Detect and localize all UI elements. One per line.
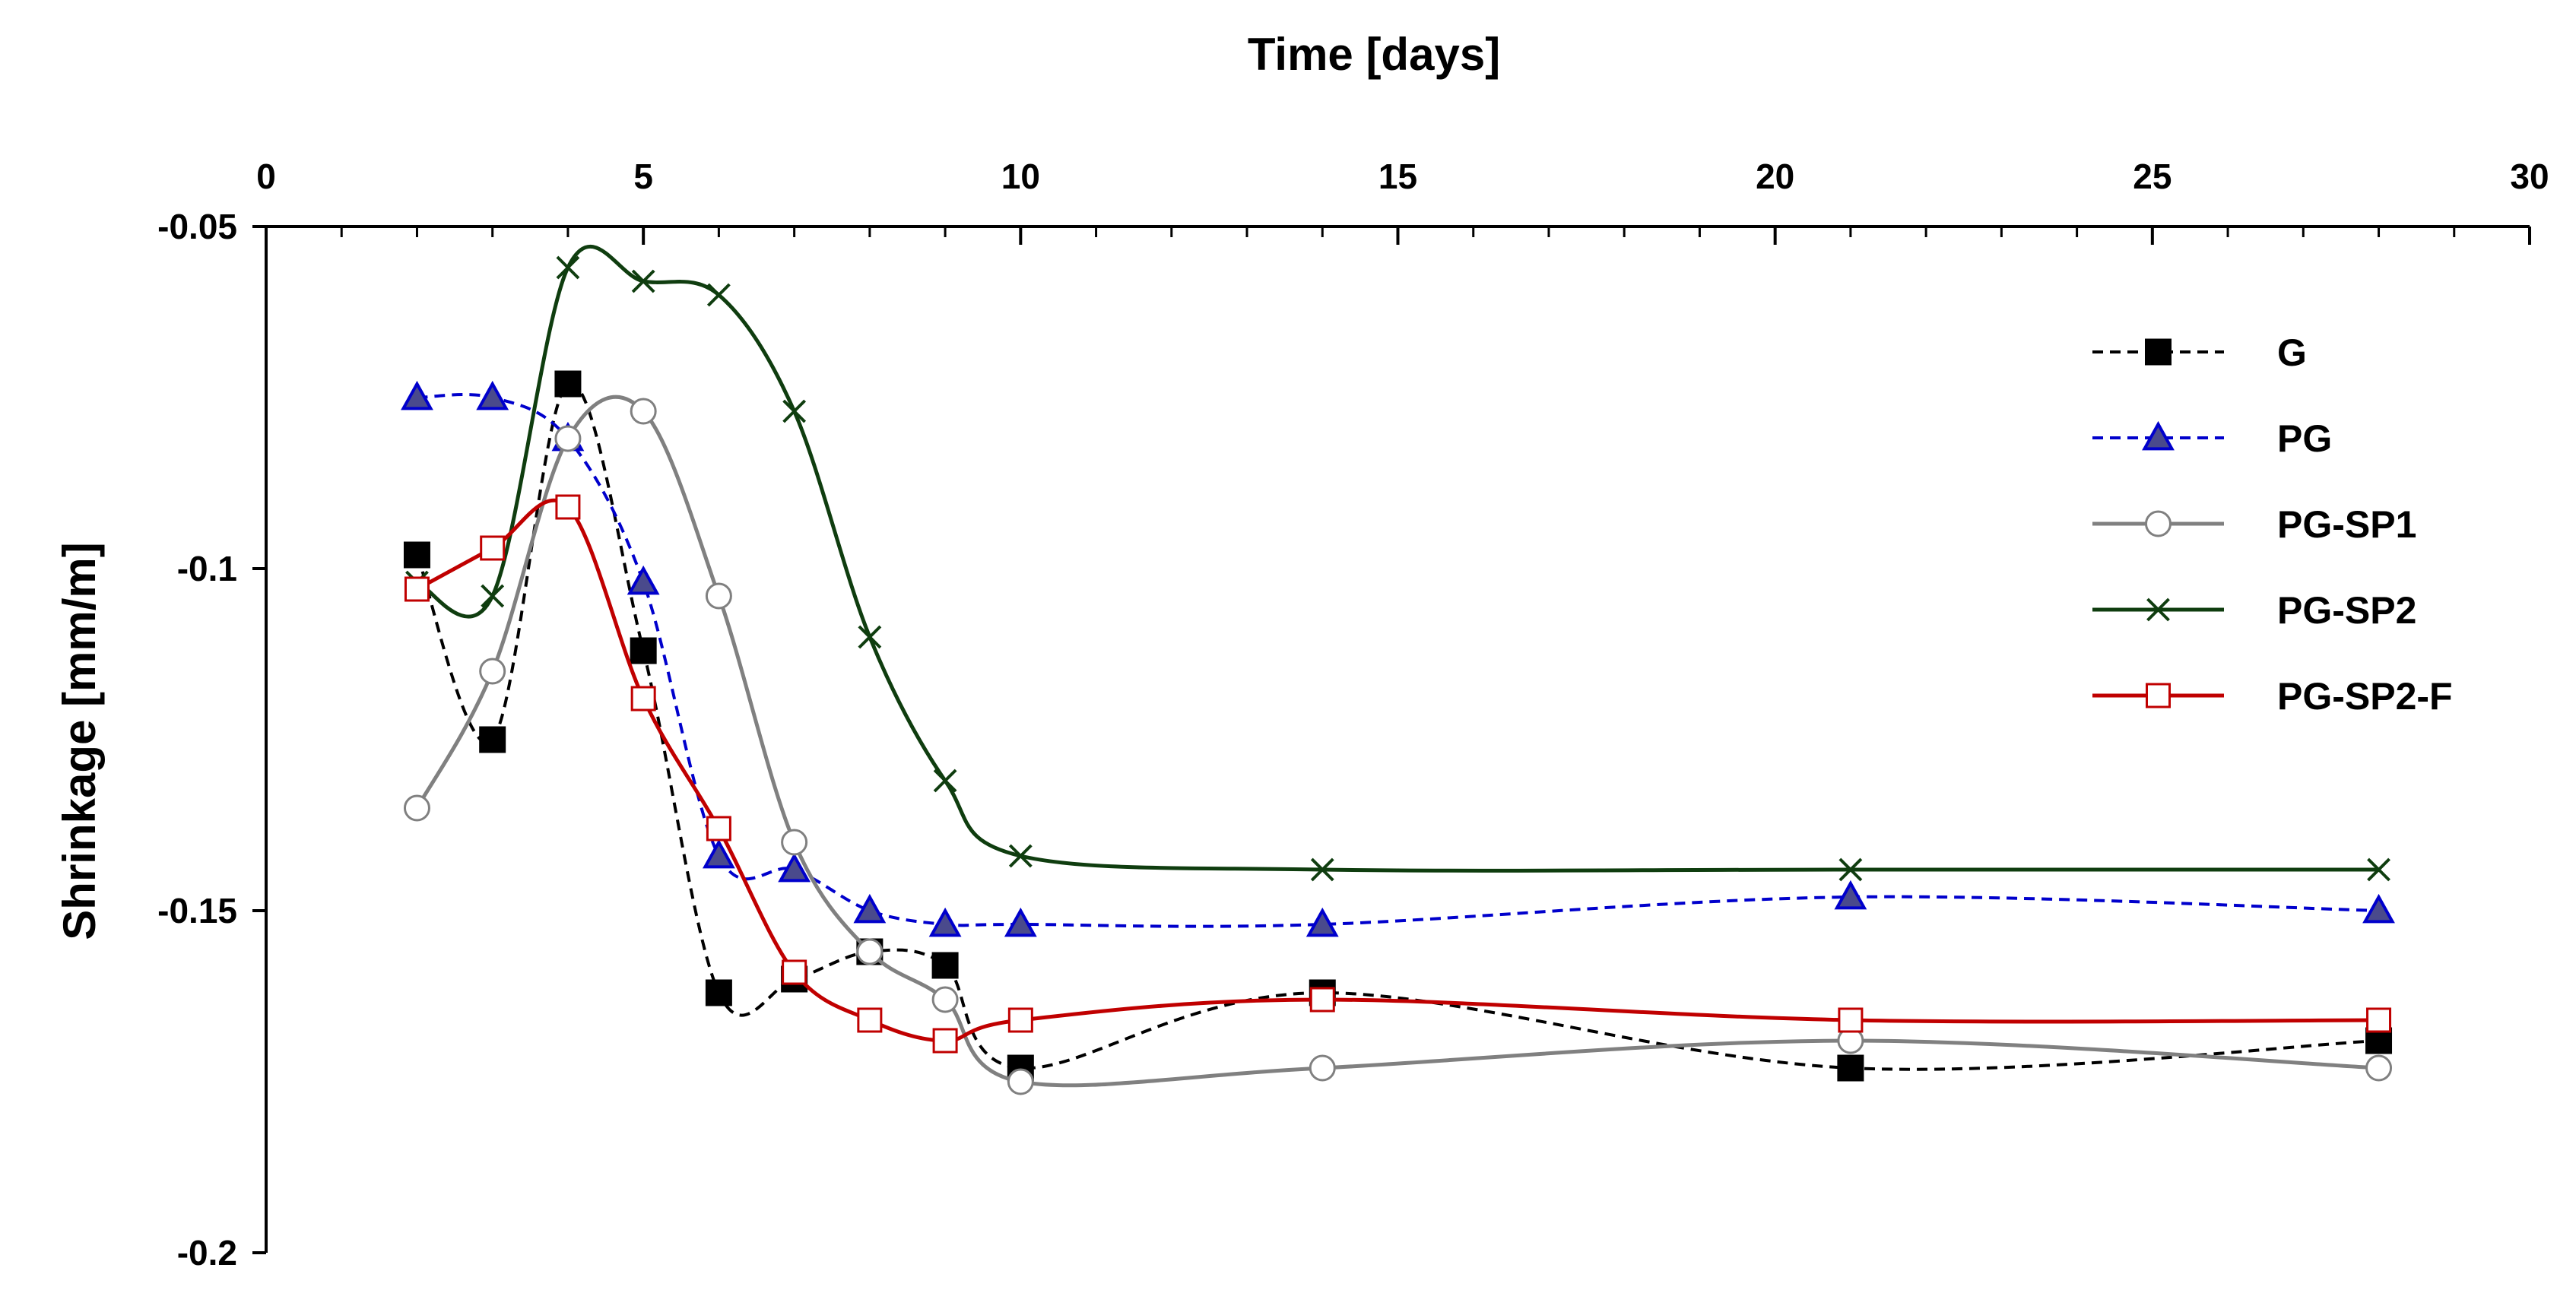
legend-marker-pg xyxy=(2142,420,2175,451)
series-pg-sp1 xyxy=(403,395,2393,1095)
x-tick-label: 10 xyxy=(1001,157,1040,196)
data-point-pg-sp1 xyxy=(705,582,732,610)
series-line-g xyxy=(415,381,2379,1071)
data-point-pg xyxy=(703,838,735,869)
legend-marker-pg-sp2 xyxy=(2146,597,2170,622)
data-point-pg-sp1 xyxy=(931,986,959,1013)
data-point-pg-sp2 xyxy=(556,255,580,280)
series-pg-sp2-f xyxy=(404,494,2392,1054)
data-point-pg-sp1 xyxy=(781,829,808,856)
data-point-pg-sp1 xyxy=(856,938,884,965)
data-point-pg-sp1 xyxy=(1007,1068,1034,1095)
data-point-g xyxy=(1837,1054,1864,1082)
legend-marker-pg-sp2-f xyxy=(2146,683,2171,708)
data-series xyxy=(401,245,2395,1095)
data-point-pg-sp2-f xyxy=(1309,987,1335,1013)
data-point-pg-sp2 xyxy=(933,769,957,793)
data-point-pg-sp2-f xyxy=(404,576,430,602)
x-tick-label: 0 xyxy=(256,157,276,196)
data-point-pg-sp2 xyxy=(706,283,731,307)
legend-label-pg-sp2: PG-SP2 xyxy=(2277,589,2416,632)
data-point-pg-sp2-f xyxy=(706,816,731,842)
x-tick-label: 30 xyxy=(2510,157,2549,196)
data-point-pg-sp1 xyxy=(2365,1054,2393,1082)
data-point-pg-sp1 xyxy=(479,658,506,685)
data-point-g xyxy=(705,979,732,1006)
legend-marker-g xyxy=(2145,338,2172,366)
data-point-pg xyxy=(1004,907,1037,937)
series-line-pg-sp2 xyxy=(416,245,2379,873)
data-point-g xyxy=(403,541,430,569)
data-point-pg-sp1 xyxy=(630,398,657,425)
data-point-pg-sp1 xyxy=(403,794,430,822)
data-point-pg xyxy=(627,565,660,595)
y-tick-label: -0.05 xyxy=(157,207,237,246)
series-line-pg-sp2-f xyxy=(416,498,2379,1043)
data-point-pg-sp2 xyxy=(782,399,807,423)
data-point-pg xyxy=(1305,907,1339,937)
y-tick-label: -0.15 xyxy=(157,891,237,930)
data-point-pg-sp2 xyxy=(1838,857,1863,882)
legend-entry-pg-sp2: PG-SP2 xyxy=(2092,589,2416,632)
legend-entry-pg-sp1: PG-SP1 xyxy=(2092,503,2416,546)
data-point-pg-sp2 xyxy=(1310,857,1334,882)
legend-entry-pg: PG xyxy=(2092,417,2332,460)
legend-label-g: G xyxy=(2277,331,2307,374)
data-point-pg-sp2 xyxy=(858,625,882,649)
data-point-pg xyxy=(476,380,509,410)
data-point-pg-sp2 xyxy=(1008,844,1033,868)
data-point-pg xyxy=(2362,893,2395,924)
x-tick-label: 25 xyxy=(2133,157,2172,196)
series-pg xyxy=(401,380,2395,937)
legend: G PG PG-SP1 PG-SP2 PG-SP2-F xyxy=(2092,331,2453,718)
data-point-pg-sp2-f xyxy=(630,686,656,712)
data-point-pg-sp2 xyxy=(631,269,655,293)
data-point-g xyxy=(630,637,657,664)
y-tick-label: -0.2 xyxy=(177,1233,237,1273)
legend-label-pg-sp1: PG-SP1 xyxy=(2277,503,2416,546)
legend-entry-g: G xyxy=(2092,331,2307,374)
legend-entry-pg-sp2-f: PG-SP2-F xyxy=(2092,675,2453,718)
legend-label-pg: PG xyxy=(2277,417,2332,460)
legend-label-pg-sp2-f: PG-SP2-F xyxy=(2277,675,2453,718)
axes: 0 5 10 15 20 25 30 -0.05 -0.1 -0.15 -0.2 xyxy=(157,157,2549,1273)
data-point-pg-sp2-f xyxy=(1838,1007,1864,1033)
data-point-g xyxy=(479,726,506,753)
y-axis-title: Shrinkage [mm/m] xyxy=(54,542,105,940)
legend-marker-pg-sp1 xyxy=(2145,510,2172,537)
y-tick-label: -0.1 xyxy=(177,549,237,588)
data-point-g xyxy=(554,370,582,398)
data-point-g xyxy=(931,952,959,979)
data-point-pg xyxy=(928,907,962,937)
data-point-pg xyxy=(853,893,887,924)
series-line-pg xyxy=(417,393,2379,928)
data-point-pg-sp1 xyxy=(554,425,582,452)
x-tick-label: 15 xyxy=(1378,157,1417,196)
data-point-pg-sp2-f xyxy=(857,1007,883,1033)
data-point-pg-sp2-f xyxy=(782,959,807,985)
x-tick-label: 20 xyxy=(1756,157,1794,196)
data-point-pg-sp2-f xyxy=(932,1028,958,1054)
data-point-pg-sp2-f xyxy=(555,494,581,520)
x-tick-label: 5 xyxy=(633,157,653,196)
x-axis-title: Time [days] xyxy=(1248,29,1500,80)
data-point-pg xyxy=(401,380,433,410)
data-point-pg xyxy=(1834,880,1867,910)
data-point-pg-sp1 xyxy=(1309,1054,1336,1082)
data-point-pg xyxy=(778,852,811,883)
data-point-pg-sp2-f xyxy=(1007,1007,1033,1033)
data-point-pg-sp2-f xyxy=(2366,1007,2392,1033)
data-point-pg-sp2-f xyxy=(480,535,506,561)
data-point-pg-sp2 xyxy=(481,584,505,608)
data-point-pg-sp2 xyxy=(2367,857,2390,882)
